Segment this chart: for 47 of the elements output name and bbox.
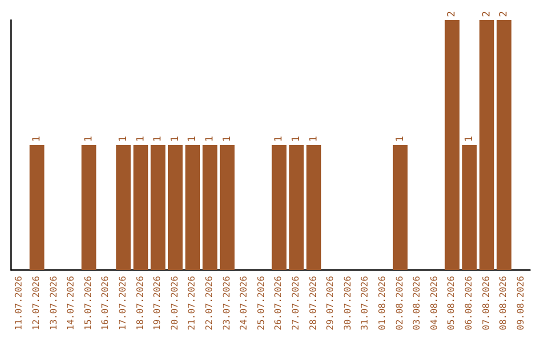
data-label: 1	[187, 136, 198, 142]
x-tick-label: 21.07.2026	[188, 276, 198, 330]
data-label: 1	[274, 136, 285, 142]
x-tick-label: 12.07.2026	[32, 276, 42, 330]
x-tick-label: 14.07.2026	[66, 276, 77, 330]
x-tick-label: 11.07.2026	[14, 276, 25, 330]
x-tick-label: 24.07.2026	[240, 276, 250, 330]
x-tick-label: 13.07.2026	[49, 276, 60, 330]
data-label: 2	[498, 10, 510, 17]
x-tick-label: 26.07.2026	[274, 276, 284, 330]
x-tick-label: 01.08.2026	[378, 276, 388, 330]
data-label: 1	[290, 136, 302, 142]
x-tick-label: 31.07.2026	[360, 276, 371, 330]
x-tick-label: 03.08.2026	[412, 276, 423, 330]
data-label: 1	[83, 136, 94, 142]
data-label: 1	[170, 136, 181, 142]
x-tick-label: 23.07.2026	[222, 276, 232, 330]
data-label: 1	[152, 136, 164, 142]
data-label: 1	[222, 136, 233, 142]
data-label: 2	[446, 10, 458, 17]
x-tick-label: 19.07.2026	[153, 276, 164, 330]
data-label: 1	[31, 136, 42, 142]
x-tick-label: 28.07.2026	[308, 276, 319, 330]
x-tick-label: 02.08.2026	[395, 276, 406, 330]
x-tick-label: 25.07.2026	[256, 276, 267, 330]
x-tick-label: 06.08.2026	[464, 276, 474, 330]
x-tick-label: 18.07.2026	[136, 276, 146, 330]
data-label: 1	[394, 136, 406, 142]
x-tick-label: 29.07.2026	[326, 276, 336, 330]
data-label: 1	[204, 136, 216, 142]
x-tick-label: 22.07.2026	[204, 276, 215, 330]
data-label: 1	[118, 136, 129, 142]
data-label: 1	[308, 136, 320, 142]
x-tick-label: 04.08.2026	[430, 276, 440, 330]
x-tick-label: 16.07.2026	[101, 276, 112, 330]
x-tick-label: 07.08.2026	[482, 276, 492, 330]
x-tick-label: 09.08.2026	[516, 276, 526, 330]
x-tick-label: 27.07.2026	[291, 276, 302, 330]
data-label: 2	[481, 10, 492, 17]
x-tick-label: 20.07.2026	[170, 276, 180, 330]
x-tick-label: 15.07.2026	[84, 276, 94, 330]
x-tick-label: 05.08.2026	[447, 276, 458, 330]
data-label: 1	[464, 136, 475, 142]
x-tick-label: 30.07.2026	[343, 276, 354, 330]
x-tick-label: 08.08.2026	[499, 276, 510, 330]
data-label: 1	[135, 136, 146, 142]
x-tick-label: 17.07.2026	[118, 276, 128, 330]
